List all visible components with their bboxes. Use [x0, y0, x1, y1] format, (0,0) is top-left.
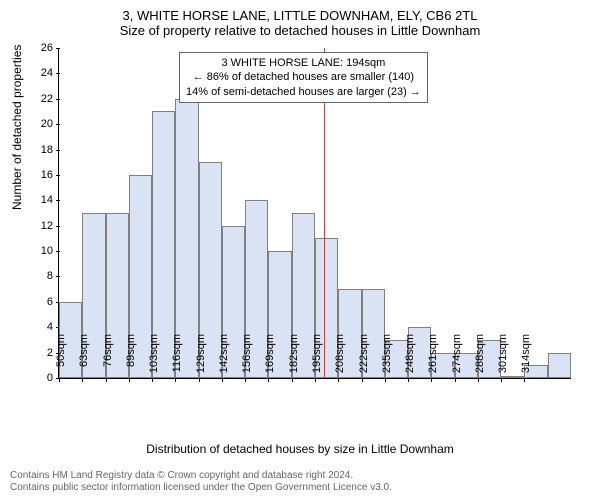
- x-tick-label: 76sqm: [102, 334, 114, 384]
- y-tick: 18: [23, 144, 59, 156]
- y-tick: 24: [23, 67, 59, 79]
- chart-title-main: 3, WHITE HORSE LANE, LITTLE DOWNHAM, ELY…: [0, 0, 600, 23]
- x-tick-label: 156sqm: [241, 334, 253, 384]
- y-tick: 20: [23, 118, 59, 130]
- chart-footer: Contains HM Land Registry data © Crown c…: [10, 470, 590, 494]
- x-tick-label: 314sqm: [520, 334, 532, 384]
- y-axis-label: Number of detached properties: [10, 45, 24, 210]
- y-tick: 6: [23, 296, 59, 308]
- x-tick-label: 301sqm: [497, 334, 509, 384]
- y-tick: 22: [23, 93, 59, 105]
- y-tick: 10: [23, 245, 59, 257]
- y-tick: 0: [23, 372, 59, 384]
- footer-line-2: Contains public sector information licen…: [10, 482, 590, 494]
- annotation-line-3: 14% of semi-detached houses are larger (…: [186, 85, 421, 99]
- annotation-line-1: 3 WHITE HORSE LANE: 194sqm: [186, 56, 421, 70]
- y-tick: 4: [23, 321, 59, 333]
- x-axis-label: Distribution of detached houses by size …: [0, 442, 600, 456]
- chart-title-sub: Size of property relative to detached ho…: [0, 23, 600, 38]
- x-tick-label: 142sqm: [218, 334, 230, 384]
- chart-plot-area: 3 WHITE HORSE LANE: 194sqm ← 86% of deta…: [58, 48, 571, 379]
- y-tick: 26: [23, 42, 59, 54]
- chart-annotation-box: 3 WHITE HORSE LANE: 194sqm ← 86% of deta…: [179, 52, 428, 103]
- x-tick-label: 50sqm: [55, 334, 67, 384]
- x-tick-label: 248sqm: [404, 334, 416, 384]
- x-tick-label: 288sqm: [474, 334, 486, 384]
- x-tick-label: 116sqm: [171, 334, 183, 384]
- x-tick-label: 274sqm: [451, 334, 463, 384]
- x-tick-label: 89sqm: [125, 334, 137, 384]
- y-tick: 2: [23, 347, 59, 359]
- x-tick-label: 129sqm: [195, 334, 207, 384]
- x-tick-label: 222sqm: [358, 334, 370, 384]
- y-tick: 12: [23, 220, 59, 232]
- x-tick-label: 169sqm: [264, 334, 276, 384]
- footer-line-1: Contains HM Land Registry data © Crown c…: [10, 470, 590, 482]
- histogram-bar: [548, 353, 571, 378]
- x-tick-label: 195sqm: [311, 334, 323, 384]
- y-tick: 14: [23, 194, 59, 206]
- x-tick-label: 235sqm: [381, 334, 393, 384]
- x-tick-label: 63sqm: [78, 334, 90, 384]
- y-tick: 16: [23, 169, 59, 181]
- y-tick: 8: [23, 270, 59, 282]
- x-tick-label: 208sqm: [334, 334, 346, 384]
- annotation-line-2: ← 86% of detached houses are smaller (14…: [186, 70, 421, 84]
- x-tick-label: 103sqm: [148, 334, 160, 384]
- x-tick-label: 182sqm: [288, 334, 300, 384]
- x-tick-label: 261sqm: [427, 334, 439, 384]
